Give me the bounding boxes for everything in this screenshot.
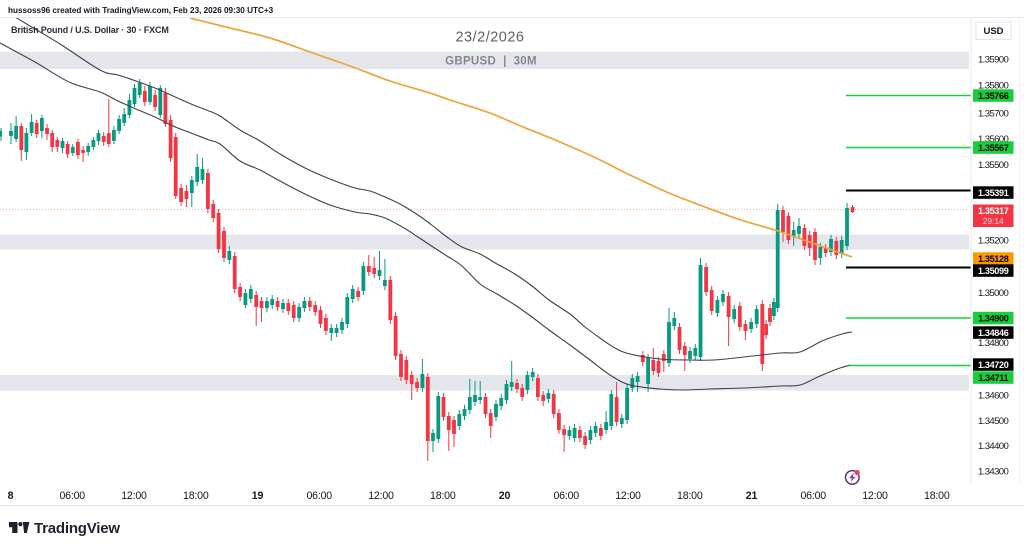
svg-text:hussoss96 created with Trading: hussoss96 created with TradingView.com, … xyxy=(8,6,274,15)
svg-text:1.34500: 1.34500 xyxy=(978,416,1008,427)
svg-text:1.35128: 1.35128 xyxy=(978,254,1009,264)
svg-text:29:14: 29:14 xyxy=(983,216,1004,226)
svg-text:18:00: 18:00 xyxy=(924,490,950,502)
svg-text:1.34711: 1.34711 xyxy=(978,373,1008,383)
svg-text:06:00: 06:00 xyxy=(59,490,85,502)
svg-text:1.35200: 1.35200 xyxy=(978,235,1008,246)
svg-text:British Pound / U.S. Dollar ·: British Pound / U.S. Dollar · 30 · FXCM xyxy=(11,25,169,35)
svg-text:1.35099: 1.35099 xyxy=(978,266,1009,276)
svg-text:1.34900: 1.34900 xyxy=(978,313,1009,323)
svg-text:1.34400: 1.34400 xyxy=(978,441,1008,452)
svg-text:12:00: 12:00 xyxy=(368,490,394,502)
svg-text:06:00: 06:00 xyxy=(553,490,579,502)
svg-text:1.35800: 1.35800 xyxy=(978,80,1008,91)
svg-text:1.34800: 1.34800 xyxy=(978,338,1008,349)
svg-text:1.34846: 1.34846 xyxy=(978,328,1009,338)
svg-text:12:00: 12:00 xyxy=(121,490,147,502)
svg-text:8: 8 xyxy=(8,490,14,502)
svg-text:18:00: 18:00 xyxy=(430,490,456,502)
svg-text:1.35567: 1.35567 xyxy=(978,143,1009,153)
svg-text:1.35391: 1.35391 xyxy=(978,188,1009,198)
svg-text:1.34300: 1.34300 xyxy=(978,466,1008,477)
svg-text:12:00: 12:00 xyxy=(615,490,641,502)
svg-text:TradingView: TradingView xyxy=(34,520,120,537)
svg-text:1.35766: 1.35766 xyxy=(978,91,1009,101)
svg-text:19: 19 xyxy=(252,490,264,502)
svg-text:18:00: 18:00 xyxy=(677,490,703,502)
svg-text:1.34600: 1.34600 xyxy=(978,390,1008,401)
svg-text:06:00: 06:00 xyxy=(306,490,332,502)
svg-text:1.35500: 1.35500 xyxy=(978,160,1008,171)
svg-text:18:00: 18:00 xyxy=(183,490,209,502)
svg-text:12:00: 12:00 xyxy=(862,490,888,502)
svg-text:1.35900: 1.35900 xyxy=(978,54,1008,65)
svg-text:1.35000: 1.35000 xyxy=(978,288,1008,299)
svg-text:GBPUSD | 30M: GBPUSD | 30M xyxy=(445,56,537,68)
svg-text:21: 21 xyxy=(746,490,758,502)
svg-text:1.34720: 1.34720 xyxy=(978,360,1009,370)
svg-text:06:00: 06:00 xyxy=(800,490,826,502)
svg-text:23/2/2026: 23/2/2026 xyxy=(455,30,524,46)
svg-text:20: 20 xyxy=(499,490,511,502)
svg-text:USD: USD xyxy=(983,26,1003,37)
svg-text:1.35600: 1.35600 xyxy=(978,134,1008,145)
svg-text:1.35317: 1.35317 xyxy=(978,206,1009,216)
svg-text:1.35700: 1.35700 xyxy=(978,108,1008,119)
